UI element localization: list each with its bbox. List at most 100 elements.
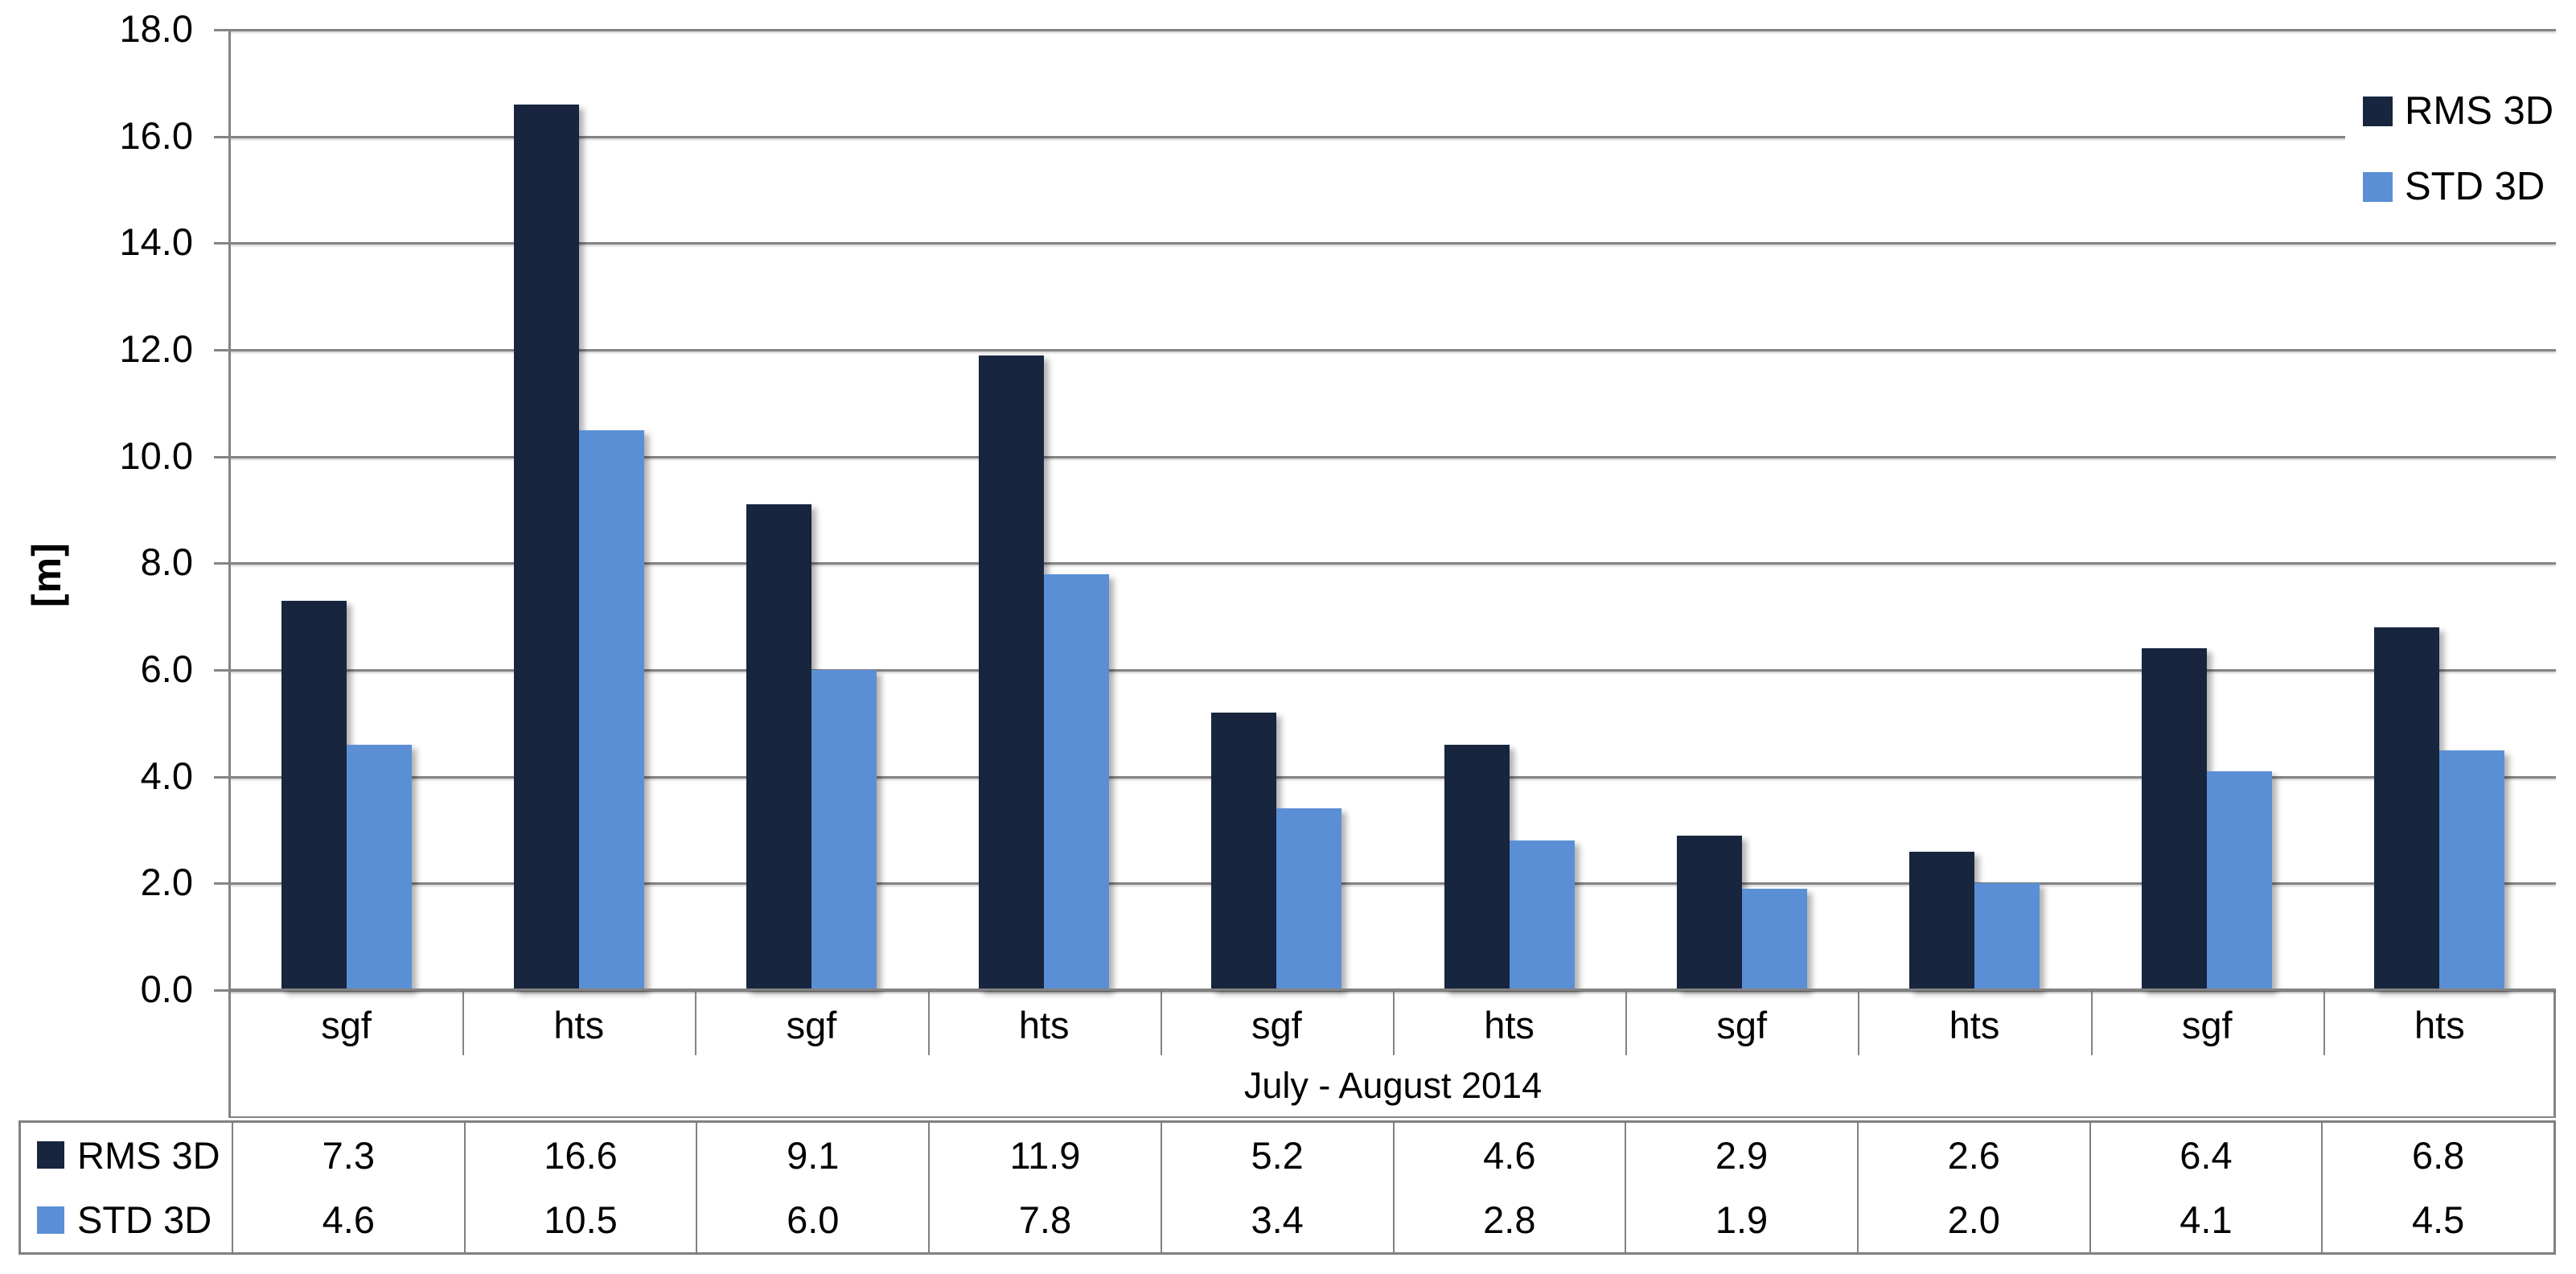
table-series-name: STD 3D: [77, 1198, 212, 1242]
bar-rms-3d-hts-4: [979, 355, 1045, 990]
bar-std-3d-hts-8: [1974, 883, 2040, 990]
table-value-cell: 3.4: [1160, 1187, 1393, 1252]
bar-std-3d-sgf-7: [1741, 888, 1807, 990]
table-value-cell: 6.0: [696, 1187, 928, 1252]
table-value-cell: 11.9: [928, 1123, 1161, 1188]
axis-tick: [214, 882, 230, 886]
axis-tick: [214, 562, 230, 565]
y-tick-label: 8.0: [140, 540, 193, 584]
axis-frame-bottom: [230, 1116, 2556, 1118]
category-separator: [927, 990, 930, 1055]
table-value-cell: 4.6: [232, 1187, 464, 1252]
category-label: hts: [1949, 1003, 2000, 1046]
bar-rms-3d-sgf-9: [2142, 648, 2208, 990]
y-tick-label: 2.0: [140, 861, 193, 904]
x-axis-title: July - August 2014: [1243, 1065, 1543, 1106]
gridline: [230, 349, 2556, 351]
axis-tick: [214, 775, 230, 779]
axis-tick: [214, 135, 230, 138]
table-value-cell: 10.5: [463, 1187, 696, 1252]
y-tick-label: 12.0: [119, 327, 193, 370]
gridline: [230, 669, 2556, 672]
y-tick-label: 18.0: [119, 7, 193, 50]
bar-std-3d-hts-6: [1509, 840, 1575, 990]
legend: RMS 3D STD 3D: [2345, 74, 2570, 224]
axis-tick: [214, 29, 230, 31]
category-separator: [1858, 990, 1860, 1055]
axis-tick: [214, 669, 230, 672]
category-label: hts: [1018, 1003, 1070, 1046]
category-separator: [695, 990, 697, 1055]
category-label: sgf: [321, 1003, 372, 1046]
gridline: [230, 562, 2556, 565]
table-value-cell: 4.5: [2321, 1187, 2553, 1252]
data-table: RMS 3D 7.3 16.6 9.1 11.9 5.2 4.6 2.9 2.6 6.4 6.8 ST…: [18, 1120, 2556, 1255]
bar-std-3d-sgf-5: [1276, 808, 1342, 990]
category-separator: [1393, 990, 1395, 1055]
table-series-name: RMS 3D: [77, 1133, 220, 1177]
bar-std-3d-sgf-3: [811, 670, 877, 990]
x-axis-line: [230, 988, 2556, 991]
table-value-cell: 4.6: [1392, 1123, 1625, 1188]
std-3d-swatch-icon: [37, 1206, 64, 1234]
bar-rms-3d-sgf-5: [1211, 713, 1277, 990]
y-axis-line: [228, 30, 231, 1118]
gridline: [230, 775, 2556, 779]
category-label: hts: [553, 1003, 605, 1046]
rms-3d-swatch-icon: [2363, 96, 2393, 126]
gridline: [230, 882, 2556, 886]
bar-std-3d-hts-2: [578, 429, 644, 990]
category-label: sgf: [1716, 1003, 1768, 1046]
table-value-cell: 2.9: [1625, 1123, 1857, 1188]
gridline: [230, 29, 2556, 31]
bar-std-3d-sgf-1: [346, 744, 412, 990]
category-label: sgf: [2181, 1003, 2233, 1046]
bar-std-3d-hts-4: [1044, 573, 1110, 990]
category-label: hts: [2414, 1003, 2465, 1046]
gridline: [230, 455, 2556, 458]
category-separator: [2090, 990, 2093, 1055]
table-value-cell: 6.4: [2089, 1123, 2322, 1188]
table-value-cell: 2.0: [1856, 1187, 2089, 1252]
category-label: sgf: [1251, 1003, 1302, 1046]
bar-rms-3d-sgf-3: [746, 504, 811, 990]
table-value-cell: 2.8: [1392, 1187, 1625, 1252]
bar-rms-3d-sgf-1: [281, 600, 347, 990]
y-tick-label: 6.0: [140, 647, 193, 690]
std-3d-swatch-icon: [2363, 171, 2393, 202]
rms-3d-swatch-icon: [37, 1141, 64, 1169]
bar-rms-3d-hts-2: [513, 104, 579, 990]
bar-std-3d-sgf-9: [2207, 771, 2273, 990]
table-value-cell: 7.3: [232, 1123, 464, 1188]
gridline: [230, 242, 2556, 245]
gridline: [230, 135, 2556, 138]
category-label: hts: [1484, 1003, 1535, 1046]
y-tick-label: 10.0: [119, 434, 193, 477]
table-value-cell: 6.8: [2321, 1123, 2553, 1188]
category-label: sgf: [786, 1003, 837, 1046]
table-value-cell: 9.1: [696, 1123, 928, 1188]
category-separator: [462, 990, 465, 1055]
y-tick-label: 14.0: [119, 220, 193, 264]
category-separator: [1625, 990, 1628, 1055]
legend-label: RMS 3D: [2405, 89, 2554, 133]
y-tick-label: 4.0: [140, 754, 193, 797]
table-series-key: STD 3D: [21, 1188, 232, 1253]
category-separator: [2323, 990, 2325, 1055]
axis-tick: [214, 349, 230, 351]
table-value-cell: 5.2: [1160, 1123, 1393, 1188]
table-value-cell: 2.6: [1856, 1123, 2089, 1188]
table-value-cell: 1.9: [1625, 1187, 1857, 1252]
bar-rms-3d-hts-8: [1909, 851, 1974, 990]
table-series-key: RMS 3D: [21, 1123, 232, 1188]
axis-tick: [214, 989, 230, 992]
table-value-cell: 7.8: [928, 1187, 1161, 1252]
bar-rms-3d-hts-6: [1444, 744, 1510, 990]
y-tick-label: 0.0: [140, 968, 193, 1010]
axis-tick: [214, 242, 230, 245]
axis-tick: [214, 455, 230, 458]
y-tick-label: 16.0: [119, 113, 193, 157]
bar-rms-3d-sgf-7: [1676, 835, 1742, 990]
legend-entry-std-3d: STD 3D: [2345, 151, 2570, 222]
